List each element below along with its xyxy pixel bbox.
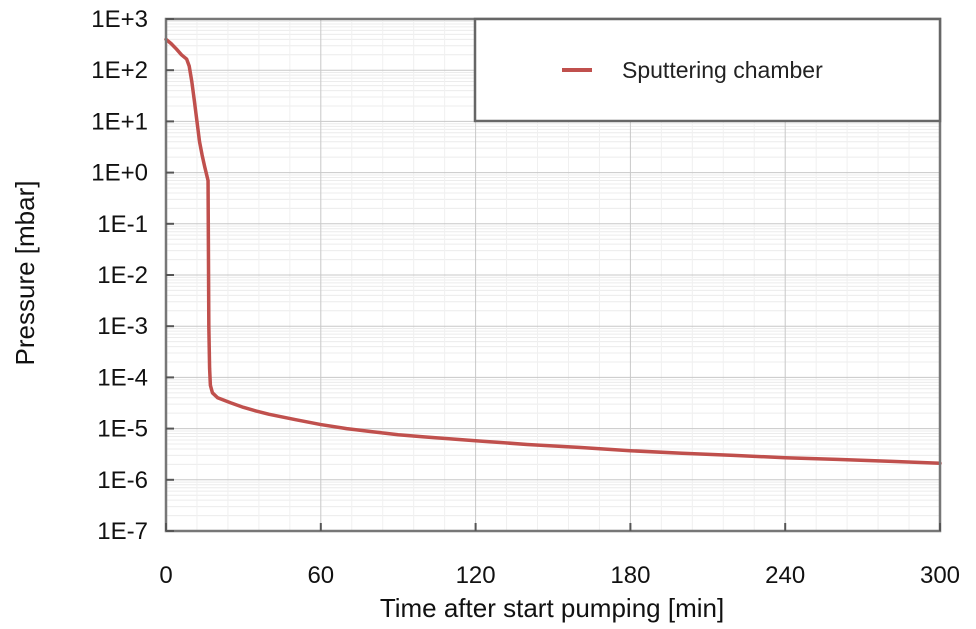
series-layer	[164, 37, 942, 466]
x-tick-label: 120	[456, 562, 496, 589]
y-tick-label: 1E+3	[91, 6, 148, 33]
legend: Sputtering chamber	[473, 17, 942, 123]
axis-ticks	[165, 18, 941, 532]
legend-box	[473, 17, 942, 123]
y-tick-label: 1E-2	[97, 262, 148, 289]
y-tick-label: 1E-3	[97, 313, 148, 340]
y-tick-label: 1E-5	[97, 416, 148, 443]
y-tick-label: 1E+0	[91, 160, 148, 187]
y-tick-label: 1E-7	[97, 518, 148, 545]
x-tick-label: 60	[307, 562, 334, 589]
legend-label: Sputtering chamber	[622, 57, 823, 83]
x-tick-label: 240	[765, 562, 805, 589]
y-tick-label: 1E+1	[91, 108, 148, 135]
series-line-sputtering-chamber	[164, 37, 942, 466]
y-tick-label: 1E-1	[97, 211, 148, 238]
y-tick-label: 1E-4	[97, 364, 148, 391]
y-tick-labels: 1E+3 1E+2 1E+1 1E+0 1E-1 1E-2 1E-3 1E-4 1E-5 1E-6…	[91, 6, 148, 545]
y-tick-label: 1E+2	[91, 57, 148, 84]
y-axis-title: Pressure [mbar]	[10, 181, 40, 366]
x-tick-label: 0	[159, 562, 172, 589]
x-tick-label: 300	[920, 562, 960, 589]
x-tick-label: 180	[610, 562, 650, 589]
x-axis-title: Time after start pumping [min]	[380, 593, 724, 623]
x-tick-labels: 0 60 120 180 240 300	[159, 562, 960, 589]
y-tick-label: 1E-6	[97, 467, 148, 494]
